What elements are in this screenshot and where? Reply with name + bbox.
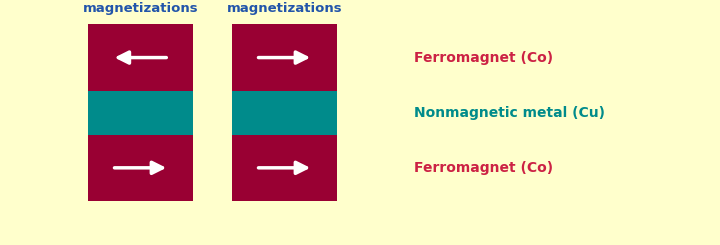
Text: Ferromagnet (Co): Ferromagnet (Co) bbox=[414, 161, 553, 175]
Bar bbox=[89, 91, 193, 135]
Text: Ferromagnet (Co): Ferromagnet (Co) bbox=[414, 50, 553, 65]
Bar bbox=[89, 24, 193, 91]
Bar bbox=[232, 135, 337, 201]
Text: Parallel
magnetizations: Parallel magnetizations bbox=[227, 0, 342, 15]
Bar bbox=[89, 135, 193, 201]
Bar bbox=[232, 91, 337, 135]
Text: Nonmagnetic metal (Cu): Nonmagnetic metal (Cu) bbox=[414, 106, 605, 120]
Bar bbox=[232, 24, 337, 91]
Text: Antiparallel
magnetizations: Antiparallel magnetizations bbox=[83, 0, 198, 15]
